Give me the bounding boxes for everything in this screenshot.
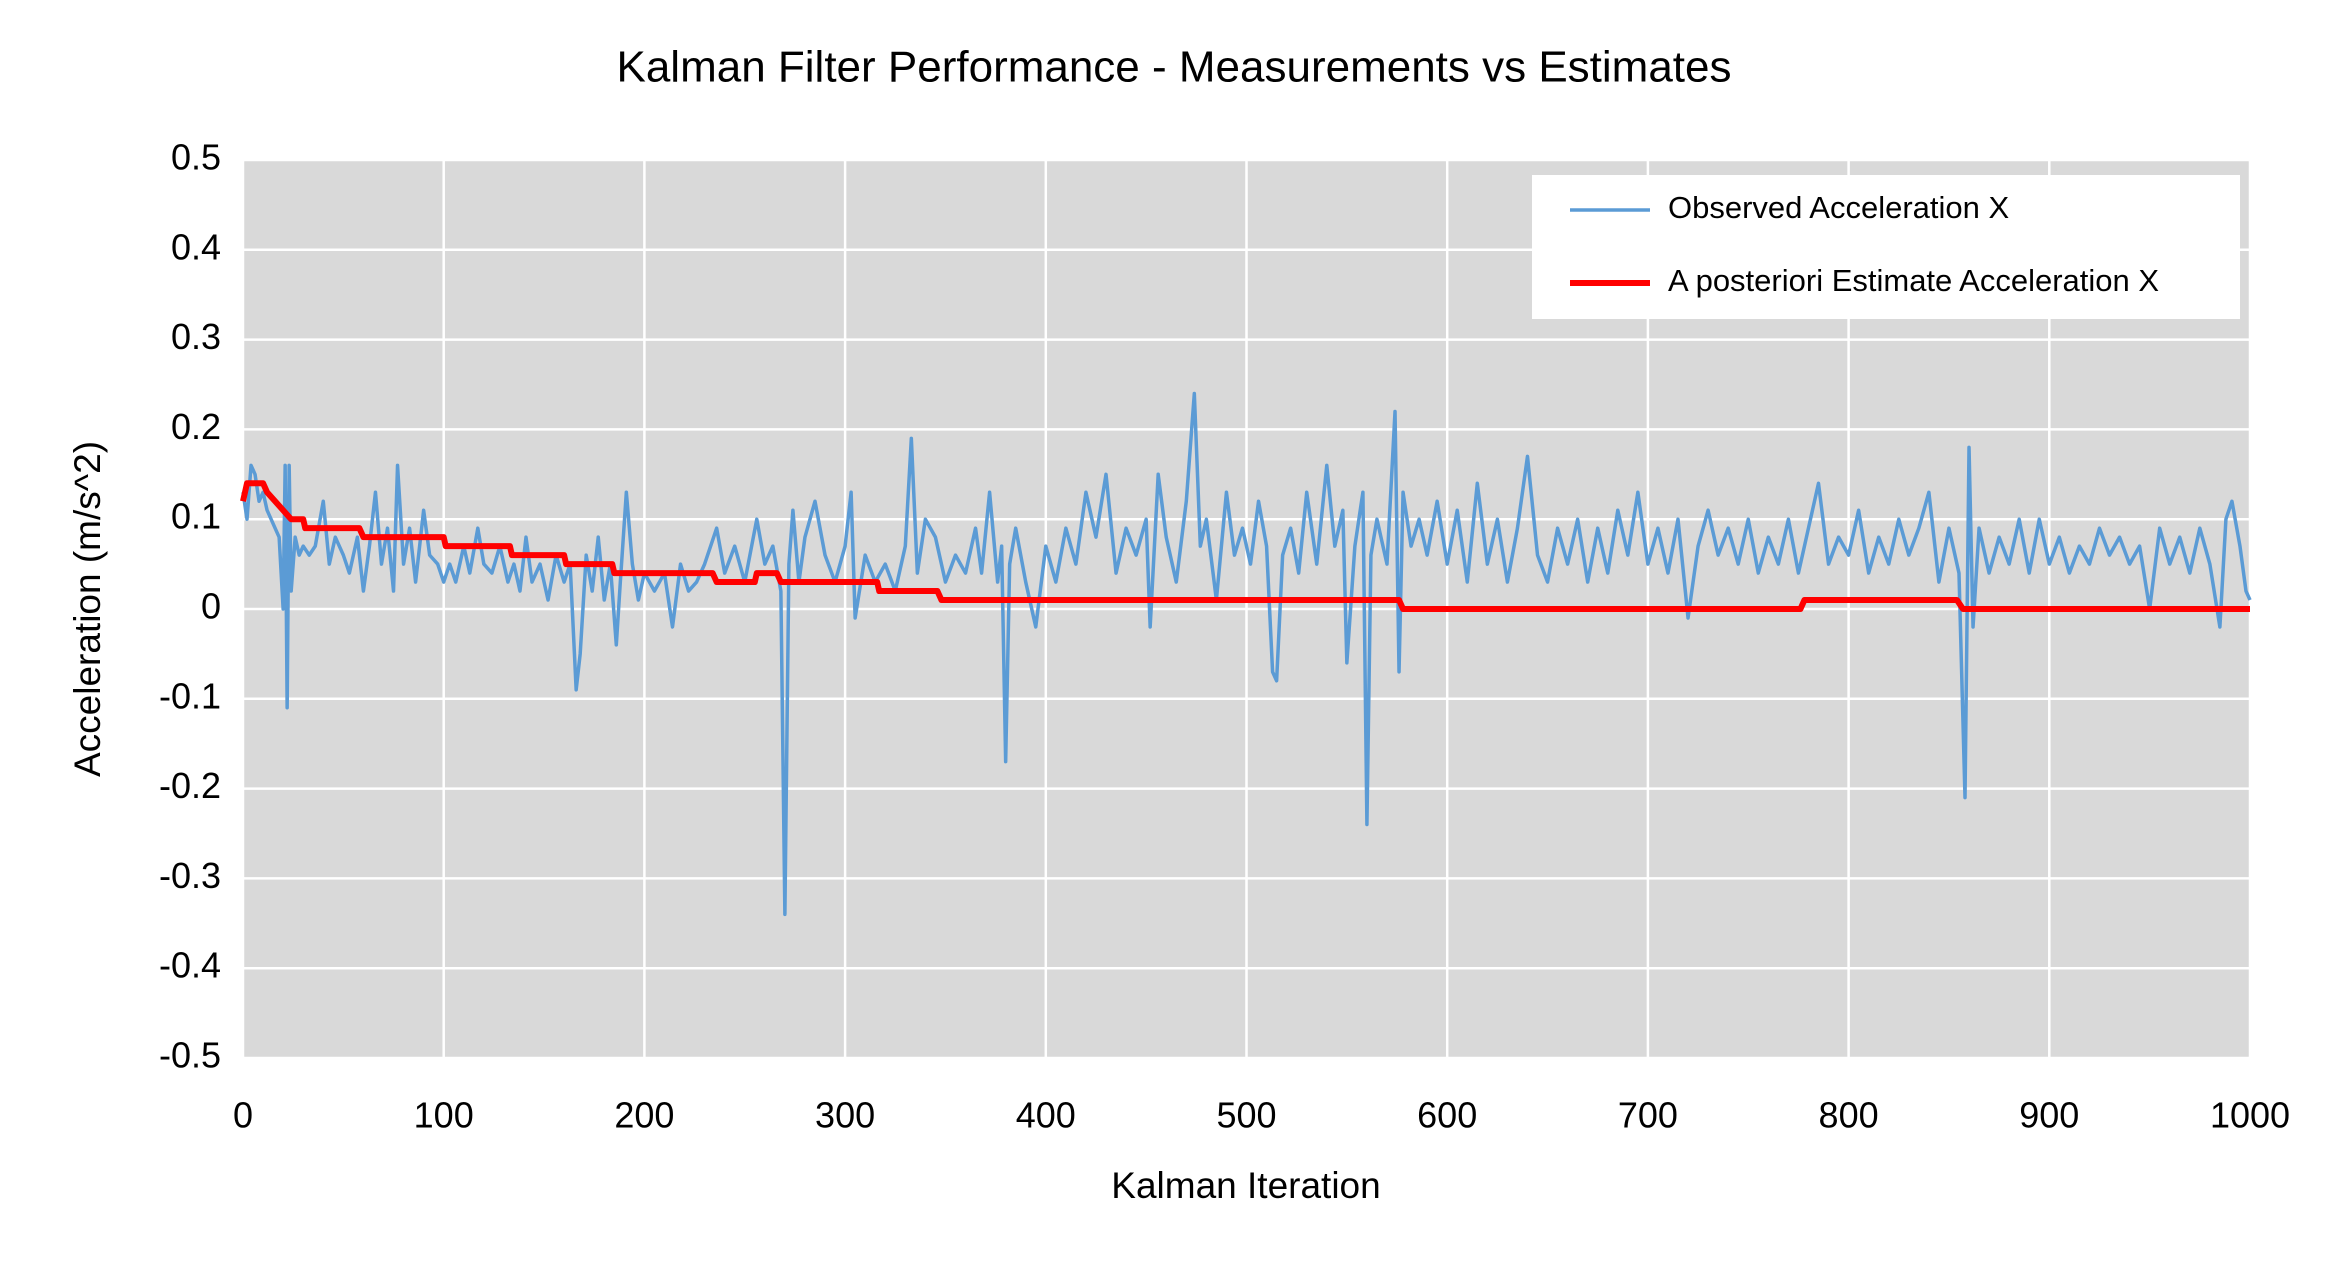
y-tick-label: -0.1: [159, 675, 221, 716]
y-tick-label: 0.1: [171, 496, 221, 537]
y-tick-label: 0: [201, 586, 221, 627]
x-tick-label: 500: [1216, 1095, 1276, 1136]
x-tick-label: 800: [1819, 1095, 1879, 1136]
y-tick-label: -0.5: [159, 1035, 221, 1076]
y-tick-label: 0.3: [171, 316, 221, 357]
y-axis-label: Acceleration (m/s^2): [67, 441, 108, 777]
data-line: [240, 480, 2250, 612]
x-axis-label: Kalman Iteration: [1111, 1165, 1380, 1206]
x-tick-label: 100: [414, 1095, 474, 1136]
x-tick-label: 1000: [2210, 1095, 2290, 1136]
y-tick-label: 0.5: [171, 137, 221, 178]
y-tick-label: -0.3: [159, 855, 221, 896]
legend-box: [1532, 175, 2240, 319]
x-tick-label: 400: [1016, 1095, 1076, 1136]
y-tick-label: 0.2: [171, 406, 221, 447]
x-tick-label: 600: [1417, 1095, 1477, 1136]
x-tick-label: 300: [815, 1095, 875, 1136]
x-tick-label: 200: [614, 1095, 674, 1136]
x-tick-label: 700: [1618, 1095, 1678, 1136]
legend-label: A posteriori Estimate Acceleration X: [1668, 263, 2159, 298]
y-tick-label: 0.4: [171, 226, 221, 267]
data-line: [241, 391, 2252, 917]
y-tick-label: -0.4: [159, 945, 221, 986]
x-tick-label: 0: [233, 1095, 253, 1136]
y-tick-label: -0.2: [159, 765, 221, 806]
legend-label: Observed Acceleration X: [1668, 190, 2010, 225]
x-tick-label: 900: [2019, 1095, 2079, 1136]
chart-title: Kalman Filter Performance - Measurements…: [616, 43, 1731, 92]
